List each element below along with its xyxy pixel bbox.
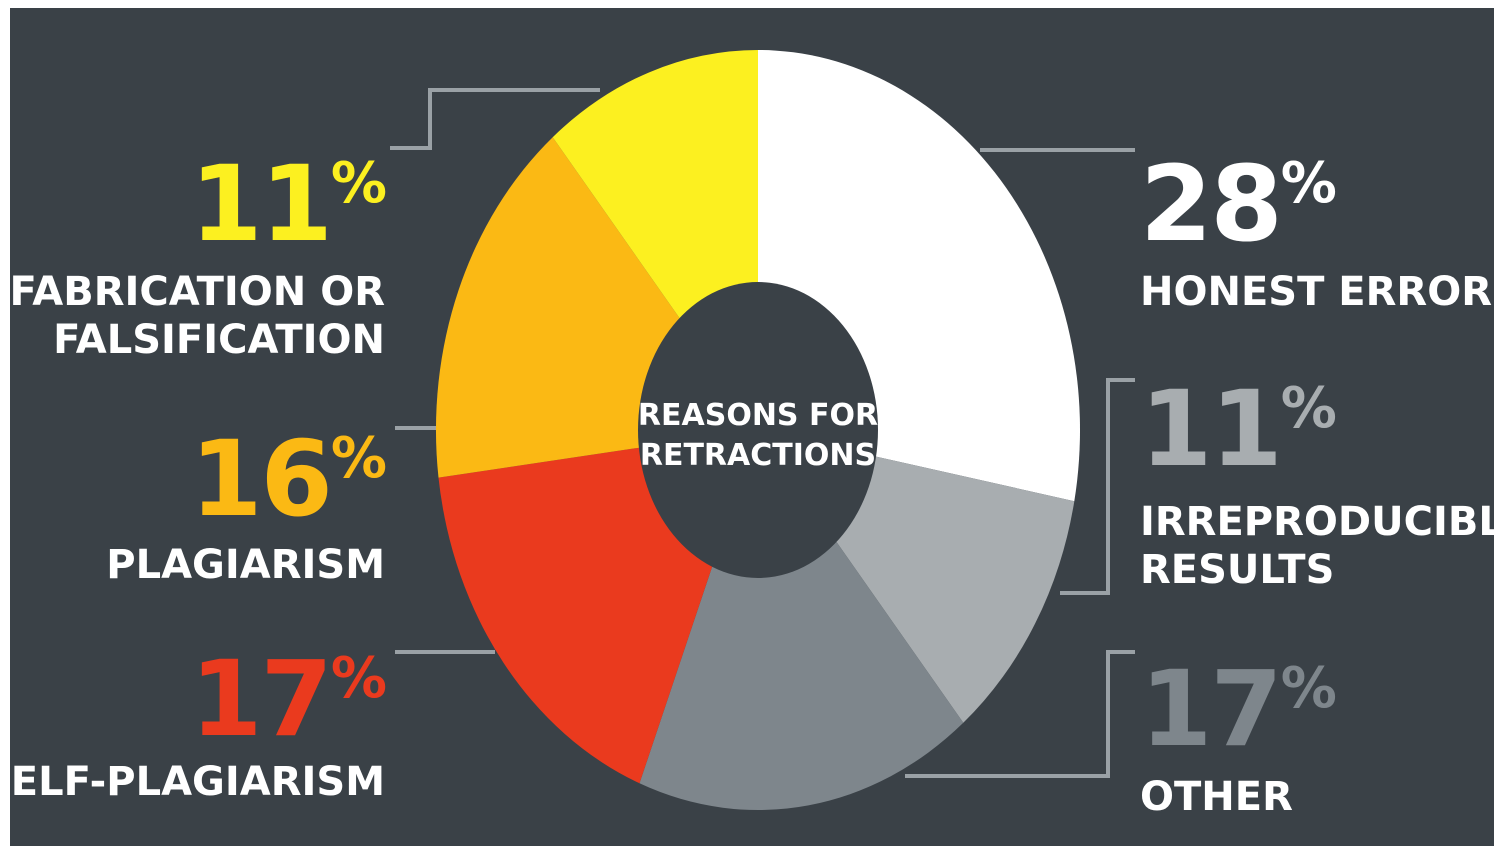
label-honest-error: HONEST ERROR <box>1140 269 1492 315</box>
percent-other: 17% <box>1140 648 1336 770</box>
center-title-line-1: REASONS FOR <box>638 398 878 433</box>
label-fabrication-or-falsification-line-2: FALSIFICATION <box>53 317 385 363</box>
label-self-plagiarism: SELF-PLAGIARISM <box>0 759 385 805</box>
percent-honest-error: 28% <box>1140 143 1336 265</box>
label-irreproducible-results-line-2: RESULTS <box>1140 547 1334 593</box>
label-irreproducible-results-line-1: IRREPRODUCIBLE <box>1140 499 1500 545</box>
leader-lines <box>390 88 1135 778</box>
percent-plagiarism: 16% <box>190 418 386 540</box>
donut-hole <box>638 282 878 578</box>
leader-other <box>905 650 1135 778</box>
slice-other <box>639 430 964 810</box>
center-title-line-2: RETRACTIONS <box>640 438 876 473</box>
percent-self-plagiarism: 17% <box>190 638 386 760</box>
label-plagiarism: PLAGIARISM <box>106 542 385 588</box>
chart-center: REASONS FOR RETRACTIONS <box>638 282 878 578</box>
leader-irreproducible-results <box>1060 378 1135 595</box>
label-other: OTHER <box>1140 774 1293 820</box>
percent-fabrication-or-falsification: 11% <box>190 143 386 265</box>
leader-fabrication <box>390 88 600 150</box>
percent-irreproducible-results: 11% <box>1140 368 1336 490</box>
label-fabrication-or-falsification-line-1: FABRICATION OR <box>10 269 385 315</box>
